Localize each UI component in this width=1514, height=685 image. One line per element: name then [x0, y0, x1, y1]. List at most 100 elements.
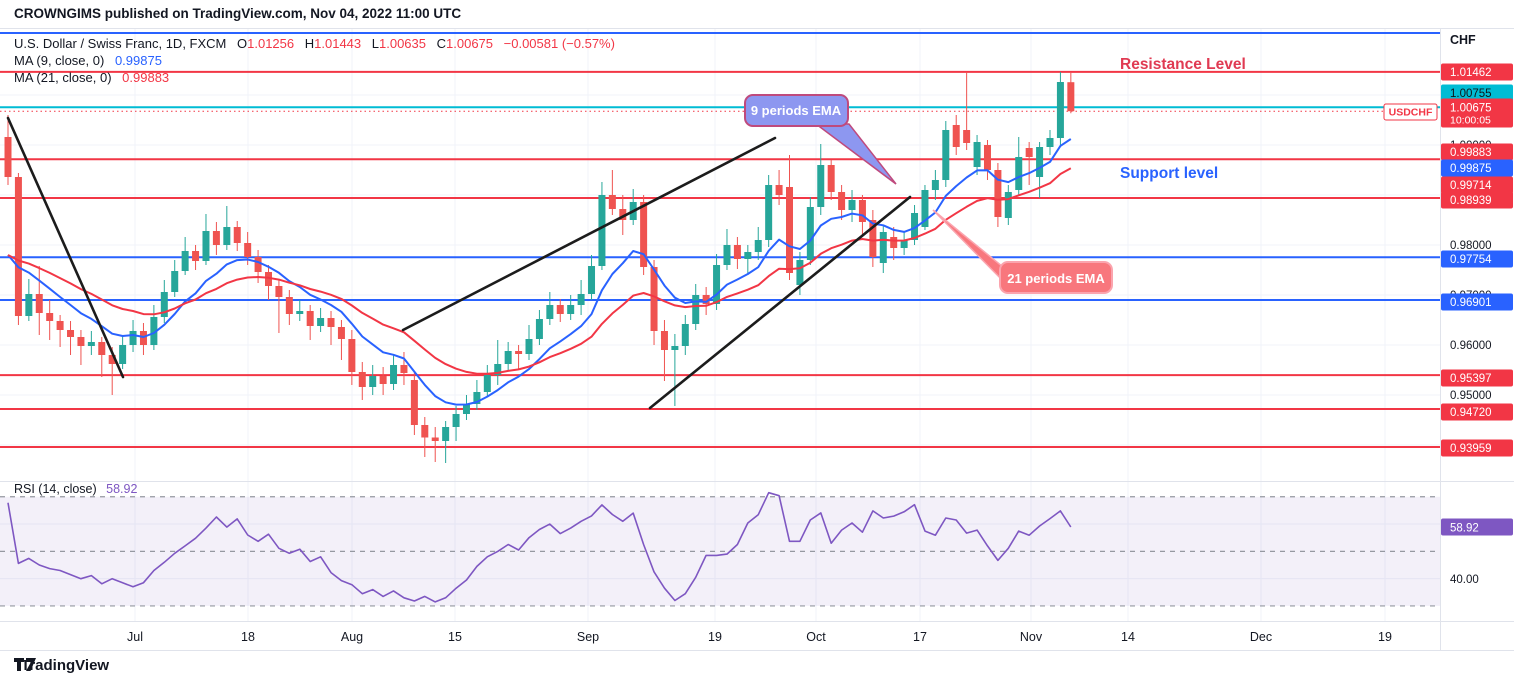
ma21-label[interactable]: MA (21, close, 0) — [14, 70, 112, 85]
change-value: −0.00581 (−0.57%) — [503, 36, 615, 51]
trendline[interactable] — [401, 136, 777, 332]
candle — [817, 165, 825, 207]
time-tick[interactable]: 19 — [1378, 630, 1392, 644]
candle — [171, 271, 179, 292]
svg-text:0.95397: 0.95397 — [1450, 373, 1492, 385]
ema9-callout[interactable]: 9 periods EMA — [744, 94, 897, 185]
candle — [327, 318, 335, 327]
price-tag[interactable]: 1.00755 — [1441, 84, 1513, 102]
candle — [410, 380, 418, 425]
svg-text:0.99714: 0.99714 — [1450, 180, 1492, 192]
candle — [337, 327, 345, 339]
price-tag[interactable]: 0.94720 — [1441, 403, 1513, 421]
time-tick[interactable]: 15 — [448, 630, 462, 644]
time-tick[interactable]: Jul — [127, 630, 143, 644]
candle — [160, 292, 168, 317]
rsi-scale-tag: 58.92 — [1441, 518, 1513, 536]
time-tick[interactable]: Dec — [1250, 630, 1272, 644]
candlesticks — [4, 71, 1075, 463]
rsi-legend-value: 58.92 — [106, 482, 138, 496]
candle — [108, 355, 116, 364]
candle — [265, 272, 272, 286]
resistance-level-label[interactable]: Resistance Level — [1120, 56, 1246, 73]
trendline[interactable] — [6, 116, 125, 379]
candle — [317, 318, 325, 326]
candle — [598, 195, 606, 266]
candle — [1025, 148, 1033, 157]
ma9-label[interactable]: MA (9, close, 0) — [14, 53, 105, 68]
time-tick[interactable]: 17 — [913, 630, 927, 644]
candle — [46, 313, 54, 321]
ema9-callout-box — [744, 94, 849, 127]
symbol-legend[interactable]: U.S. Dollar / Swiss Franc, 1D, FXCM O1.0… — [14, 35, 615, 86]
support-level-label[interactable]: Support level — [1120, 165, 1218, 182]
svg-text:1.00755: 1.00755 — [1450, 88, 1492, 100]
rsi-band-lines — [0, 496, 1440, 607]
candle — [1036, 147, 1044, 177]
rsi-tag-value: 58.92 — [1450, 523, 1479, 535]
svg-text:0.97754: 0.97754 — [1450, 254, 1492, 266]
ma21-value: 0.99883 — [122, 70, 170, 85]
svg-text:0.99875: 0.99875 — [1450, 163, 1492, 175]
price-scale[interactable]: CHF 1.000000.980000.970000.960000.95000 … — [1383, 33, 1513, 586]
candle — [848, 200, 856, 210]
ema21-callout[interactable]: 21 periods EMA — [932, 209, 1113, 294]
price-tag[interactable]: 0.98939 — [1441, 191, 1513, 209]
price-tag[interactable]: 0.93959 — [1441, 439, 1513, 457]
symbol-price-chip: USDCHF — [1383, 103, 1438, 121]
rsi-legend-label[interactable]: RSI (14, close) — [14, 482, 97, 496]
svg-text:0.93959: 0.93959 — [1450, 443, 1492, 455]
time-tick[interactable]: 18 — [241, 630, 255, 644]
current-price-tag: 1.00675 10:00:05 — [1441, 98, 1513, 128]
candle — [515, 351, 523, 354]
candle — [192, 251, 200, 261]
time-tick[interactable]: 19 — [708, 630, 722, 644]
trendline[interactable] — [648, 195, 912, 410]
candle — [650, 267, 658, 331]
candle — [296, 311, 304, 314]
price-tag[interactable]: 0.96901 — [1441, 293, 1513, 311]
time-axis[interactable]: Jul 18 Aug 15 Sep 19 Oct 17 Nov 14 Dec 19 — [127, 630, 1392, 644]
candle — [306, 311, 314, 326]
candle — [98, 342, 106, 355]
price-tag[interactable]: 0.95397 — [1441, 369, 1513, 387]
tradingview-brand-text[interactable]: TradingView — [21, 657, 110, 674]
candle — [67, 330, 75, 337]
publish-attribution: CROWNGIMS published on TradingView.com, … — [14, 6, 462, 21]
candle — [702, 295, 710, 304]
time-tick[interactable]: Oct — [806, 630, 826, 644]
candle — [202, 231, 210, 261]
price-tag[interactable]: 1.01462 — [1441, 63, 1513, 81]
time-tick[interactable]: Sep — [577, 630, 599, 644]
price-tag[interactable]: 0.99883 — [1441, 143, 1513, 161]
price-tag[interactable]: 0.99875 — [1441, 159, 1513, 177]
candle — [483, 375, 491, 392]
price-tag[interactable]: 0.99714 — [1441, 176, 1513, 194]
candle — [87, 342, 95, 346]
time-tick[interactable]: Aug — [341, 630, 363, 644]
candle — [577, 294, 585, 305]
candle — [1067, 82, 1075, 112]
candle — [358, 372, 366, 387]
symbol-chip-label: USDCHF — [1389, 107, 1433, 119]
candle — [931, 180, 939, 190]
candle — [869, 220, 877, 257]
candle — [535, 319, 543, 339]
legend-row-ma21: MA (21, close, 0) 0.99883 — [14, 69, 615, 86]
price-scale-currency: CHF — [1450, 33, 1476, 47]
price-tag[interactable]: 0.97754 — [1441, 250, 1513, 268]
symbol-title[interactable]: U.S. Dollar / Swiss Franc, 1D, FXCM — [14, 36, 227, 51]
candle — [827, 165, 835, 192]
rsi-legend[interactable]: RSI (14, close) 58.92 — [14, 482, 137, 496]
candle — [838, 192, 846, 210]
time-tick[interactable]: 14 — [1121, 630, 1135, 644]
svg-text:1.01462: 1.01462 — [1450, 67, 1492, 79]
candle — [421, 425, 429, 438]
support-resistance-lines[interactable] — [0, 32, 1440, 449]
trendlines[interactable] — [6, 116, 912, 410]
time-tick[interactable]: Nov — [1020, 630, 1043, 644]
current-price-countdown: 10:00:05 — [1450, 115, 1491, 127]
tradingview-logo-icon[interactable] — [14, 657, 37, 674]
